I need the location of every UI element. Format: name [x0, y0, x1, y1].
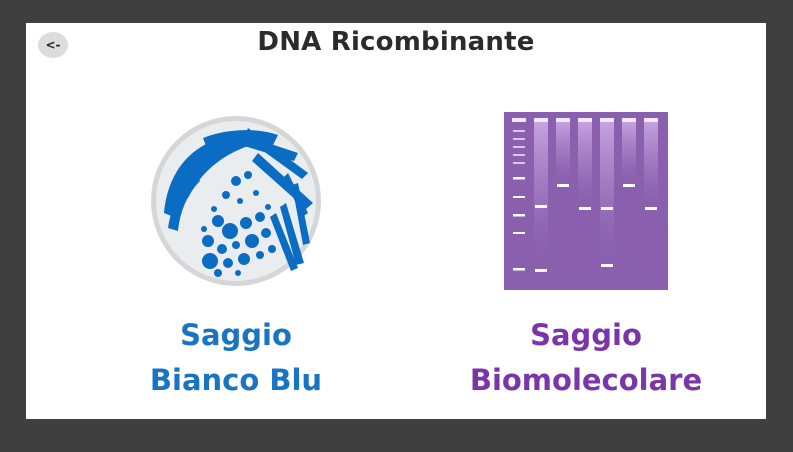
- blue-white-assay-option[interactable]: Saggio Bianco Blu: [86, 111, 386, 403]
- blue-white-assay-label: Saggio Bianco Blu: [86, 313, 386, 403]
- biomolecular-assay-label: Saggio Biomolecolare: [436, 313, 736, 403]
- main-panel: <- DNA Ricombinante: [26, 23, 766, 419]
- petri-dish-icon: [86, 111, 386, 291]
- gel-electrophoresis-icon: [436, 111, 736, 291]
- blue-white-label-line1: Saggio: [180, 318, 292, 352]
- biomolecular-assay-option[interactable]: Saggio Biomolecolare: [436, 111, 736, 403]
- biomolecular-label-line2: Biomolecolare: [469, 363, 703, 397]
- back-button[interactable]: <-: [38, 32, 68, 58]
- biomolecular-label-line1: Saggio: [530, 318, 642, 352]
- page-title: DNA Ricombinante: [257, 27, 535, 57]
- blue-white-label-line2: Bianco Blu: [149, 363, 323, 397]
